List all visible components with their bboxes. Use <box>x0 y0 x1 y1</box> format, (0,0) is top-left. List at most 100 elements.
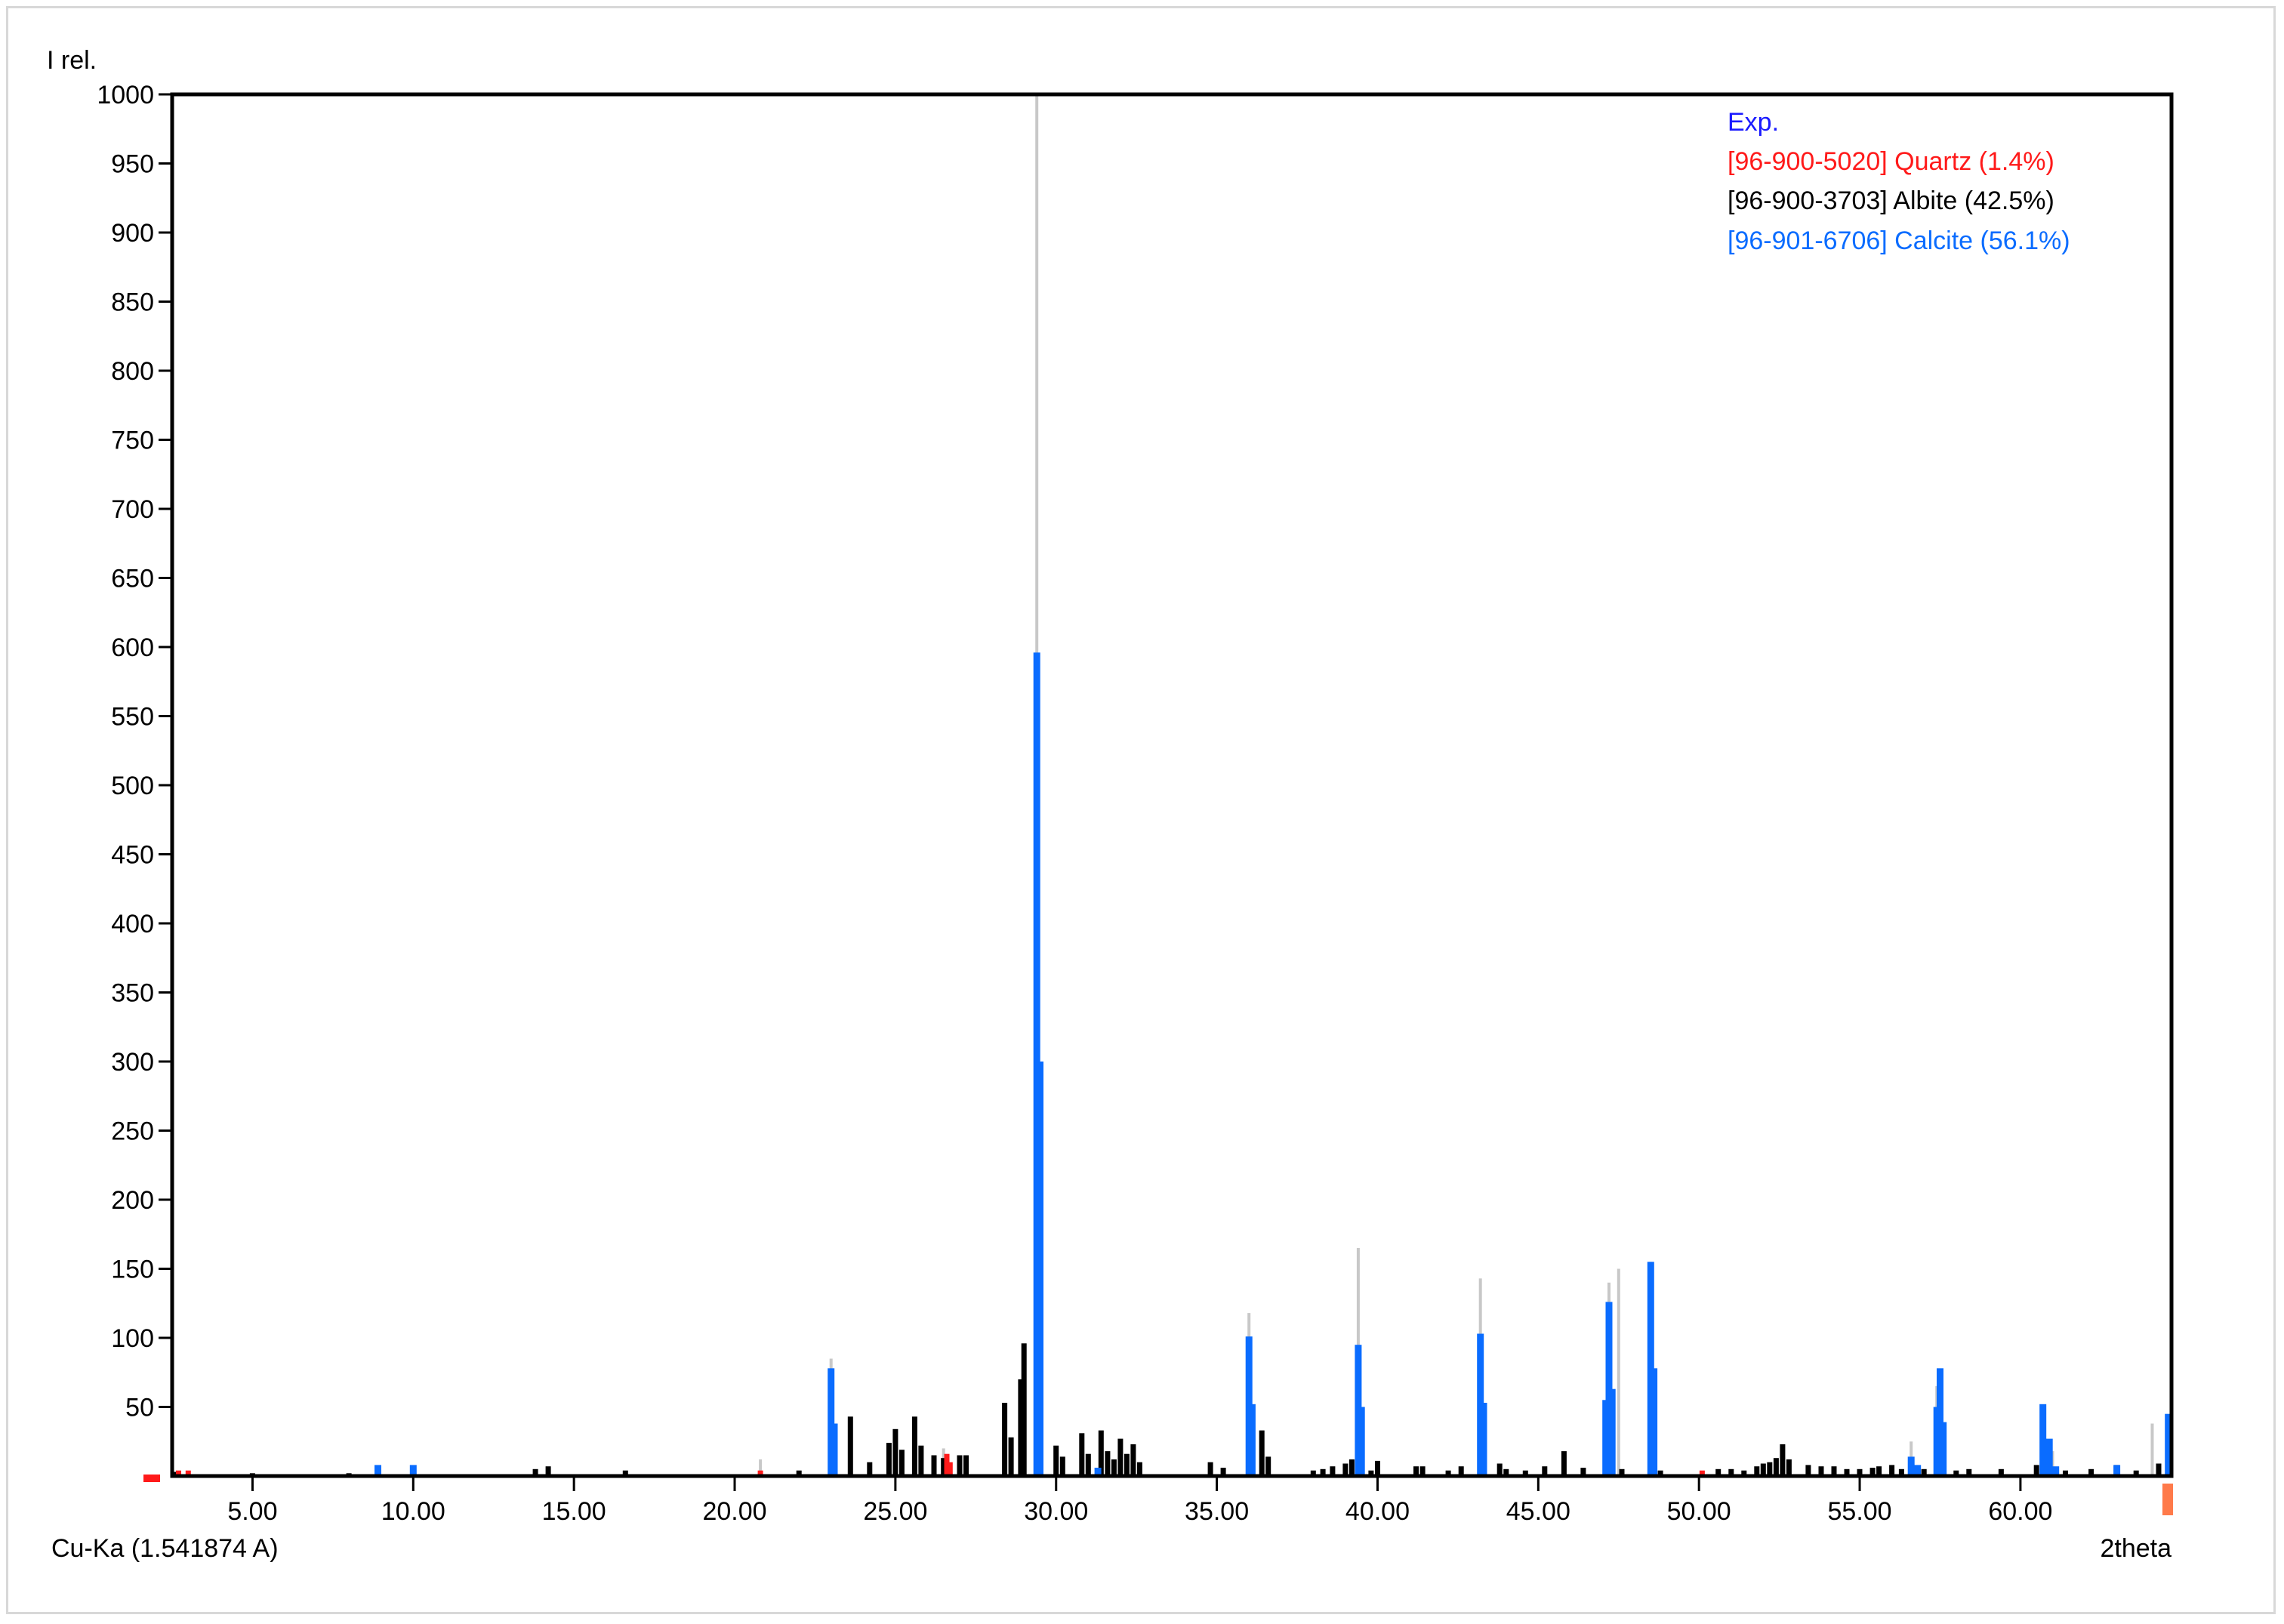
x-tick-label-25: 25.00 <box>863 1497 927 1526</box>
albite-bar-13 <box>918 1445 924 1476</box>
albite-bar-64 <box>1786 1459 1792 1476</box>
albite-bar-21 <box>1021 1343 1027 1476</box>
x-tick-label-30: 30.00 <box>1024 1497 1088 1526</box>
albite-bar-67 <box>1831 1466 1837 1476</box>
calcite-bar-22 <box>1940 1422 1947 1476</box>
x-tick-label-35: 35.00 <box>1185 1497 1249 1526</box>
albite-bar-44 <box>1413 1466 1419 1476</box>
calcite-bar-12 <box>1480 1403 1487 1476</box>
albite-bar-36 <box>1265 1456 1271 1476</box>
calcite-bar-25 <box>2052 1466 2060 1476</box>
albite-bar-47 <box>1458 1466 1464 1476</box>
albite-bar-55 <box>1657 1470 1663 1476</box>
albite-bar-65 <box>1805 1465 1811 1476</box>
albite-bar-52 <box>1561 1451 1567 1476</box>
albite-bar-78 <box>2033 1465 2039 1476</box>
x-tick-label-40: 40.00 <box>1345 1497 1410 1526</box>
albite-bar-4 <box>545 1466 551 1476</box>
albite-bar-77 <box>1998 1468 2004 1476</box>
series-calcite <box>375 652 2172 1476</box>
albite-bar-53 <box>1580 1468 1586 1476</box>
quartz-bar-0 <box>176 1470 181 1476</box>
albite-bar-71 <box>1876 1466 1882 1476</box>
albite-bar-26 <box>1098 1430 1104 1476</box>
albite-bar-75 <box>1953 1470 1959 1476</box>
albite-bar-16 <box>957 1455 963 1476</box>
albite-bar-29 <box>1117 1438 1124 1476</box>
albite-bar-66 <box>1818 1466 1824 1476</box>
calcite-bar-17 <box>1651 1368 1658 1476</box>
albite-bar-63 <box>1780 1444 1786 1476</box>
radiation-label: Cu-Ka (1.541874 A) <box>51 1534 279 1563</box>
albite-bar-69 <box>1857 1468 1863 1476</box>
albite-bar-45 <box>1419 1466 1426 1476</box>
albite-bar-57 <box>1728 1468 1734 1476</box>
calcite-bar-24 <box>2045 1438 2053 1476</box>
y-tick-label-500: 500 <box>111 772 154 800</box>
albite-bar-46 <box>1445 1470 1451 1476</box>
albite-bar-43 <box>1375 1460 1380 1476</box>
quartz-bar-2 <box>757 1470 763 1476</box>
albite-bar-12 <box>911 1416 917 1476</box>
exp-bar-14 <box>2150 1423 2154 1476</box>
x-tick-label-55: 55.00 <box>1828 1497 1892 1526</box>
albite-bar-79 <box>2063 1470 2068 1476</box>
albite-bar-15 <box>941 1458 947 1476</box>
y-tick-label-150: 150 <box>111 1256 154 1284</box>
calcite-bar-6 <box>1037 1062 1043 1476</box>
x-tick-label-45: 45.00 <box>1506 1497 1570 1526</box>
chart-frame <box>6 6 2276 1614</box>
albite-bar-22 <box>1053 1445 1059 1476</box>
albite-bar-31 <box>1130 1444 1136 1476</box>
albite-bar-38 <box>1320 1468 1326 1476</box>
x-axis-label: 2theta <box>2100 1534 2171 1563</box>
axes-layer: 50 100 150 200 250 300 350 400 450 500 550 600 650 70… <box>97 81 2174 1526</box>
albite-bar-50 <box>1522 1470 1528 1476</box>
albite-bar-83 <box>2156 1463 2162 1476</box>
albite-bar-68 <box>1844 1468 1850 1476</box>
albite-bar-40 <box>1342 1463 1349 1476</box>
y-axis-label: I rel. <box>47 46 97 75</box>
albite-bar-32 <box>1136 1462 1142 1476</box>
calcite-bar-10 <box>1358 1407 1365 1476</box>
albite-bar-54 <box>1619 1468 1625 1476</box>
albite-bar-42 <box>1368 1470 1374 1476</box>
albite-bar-23 <box>1059 1456 1065 1476</box>
y-tick-label-950: 950 <box>111 150 154 179</box>
albite-bar-27 <box>1105 1451 1111 1476</box>
albite-bar-6 <box>796 1470 802 1476</box>
albite-bar-19 <box>1008 1437 1014 1476</box>
x-tick-label-15: 15.00 <box>542 1497 606 1526</box>
y-tick-label-400: 400 <box>111 910 154 938</box>
calcite-bar-2 <box>828 1368 835 1476</box>
albite-bar-39 <box>1330 1466 1336 1476</box>
bars-layer <box>143 94 2173 1515</box>
albite-bar-72 <box>1889 1465 1895 1476</box>
y-tick-label-900: 900 <box>111 219 154 248</box>
albite-bar-62 <box>1773 1458 1779 1476</box>
series-quartz <box>176 1453 1705 1476</box>
calcite-bar-8 <box>1248 1404 1256 1476</box>
baseline-markers <box>143 1475 2173 1515</box>
x-tick-label-5: 5.00 <box>227 1497 277 1526</box>
albite-bar-7 <box>847 1416 853 1476</box>
calcite-bar-19 <box>1914 1465 1922 1476</box>
y-tick-label-850: 850 <box>111 288 154 317</box>
albite-bar-5 <box>622 1470 628 1476</box>
albite-bar-59 <box>1754 1466 1760 1476</box>
calcite-bar-1 <box>409 1465 417 1476</box>
y-tick-label-250: 250 <box>111 1117 154 1146</box>
y-tick-label-550: 550 <box>111 703 154 732</box>
albite-bar-82 <box>2133 1470 2139 1476</box>
legend-entry-exp: Exp. <box>1728 108 1779 137</box>
albite-bar-8 <box>867 1462 873 1476</box>
albite-bar-14 <box>931 1455 937 1476</box>
calcite-bar-4 <box>1094 1468 1102 1476</box>
baseline-marker-left <box>143 1475 160 1482</box>
calcite-bar-0 <box>375 1465 381 1476</box>
albite-bar-11 <box>898 1450 905 1476</box>
albite-bar-56 <box>1715 1468 1721 1476</box>
exp-bar-8 <box>1617 1268 1620 1476</box>
albite-bar-61 <box>1767 1462 1773 1476</box>
